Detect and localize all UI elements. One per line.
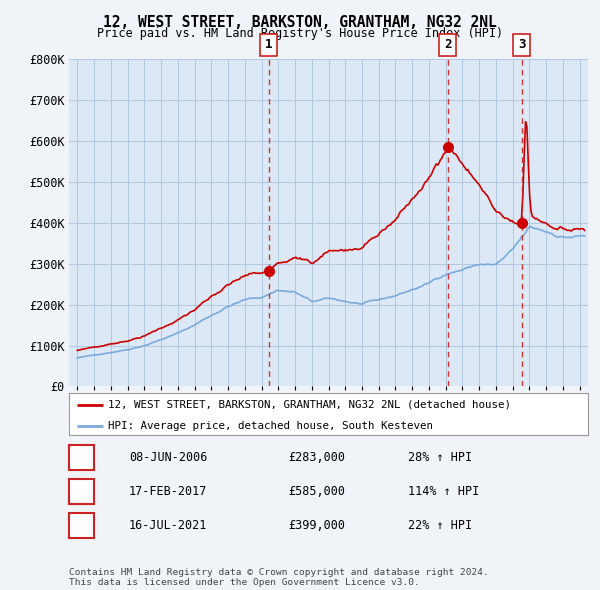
Text: 12, WEST STREET, BARKSTON, GRANTHAM, NG32 2NL (detached house): 12, WEST STREET, BARKSTON, GRANTHAM, NG3…: [108, 400, 511, 410]
Text: £283,000: £283,000: [288, 451, 345, 464]
Text: 1: 1: [265, 38, 272, 51]
Text: HPI: Average price, detached house, South Kesteven: HPI: Average price, detached house, Sout…: [108, 421, 433, 431]
Text: 2: 2: [77, 485, 86, 498]
Text: 16-JUL-2021: 16-JUL-2021: [129, 519, 208, 532]
Text: 17-FEB-2017: 17-FEB-2017: [129, 485, 208, 498]
Text: Contains HM Land Registry data © Crown copyright and database right 2024.
This d: Contains HM Land Registry data © Crown c…: [69, 568, 489, 587]
Text: Price paid vs. HM Land Registry's House Price Index (HPI): Price paid vs. HM Land Registry's House …: [97, 27, 503, 40]
Text: 3: 3: [77, 519, 86, 532]
Text: 2: 2: [444, 38, 451, 51]
Text: £399,000: £399,000: [288, 519, 345, 532]
Text: 1: 1: [77, 451, 86, 464]
Text: 28% ↑ HPI: 28% ↑ HPI: [408, 451, 472, 464]
Text: 114% ↑ HPI: 114% ↑ HPI: [408, 485, 479, 498]
Text: 12, WEST STREET, BARKSTON, GRANTHAM, NG32 2NL: 12, WEST STREET, BARKSTON, GRANTHAM, NG3…: [103, 15, 497, 30]
Text: 3: 3: [518, 38, 526, 51]
Text: £585,000: £585,000: [288, 485, 345, 498]
Text: 08-JUN-2006: 08-JUN-2006: [129, 451, 208, 464]
Text: 22% ↑ HPI: 22% ↑ HPI: [408, 519, 472, 532]
